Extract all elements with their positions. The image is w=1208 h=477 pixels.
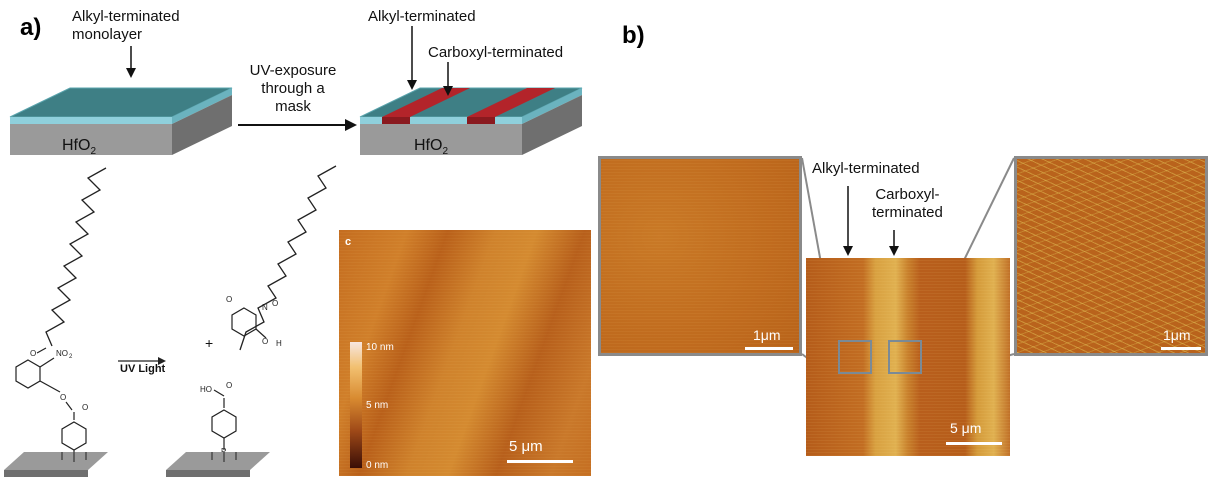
process-arrow-text: UV-exposure through a mask [243, 62, 343, 116]
label-pointer-arrowhead [126, 68, 136, 78]
svg-text:O: O [82, 403, 88, 412]
afm-c-scale-label: 5 μm [509, 438, 543, 455]
right-chem-substrate [166, 452, 270, 470]
monolayer-label-line1: Alkyl-terminated [72, 8, 180, 25]
monolayer-label-line2: monolayer [72, 26, 143, 43]
svg-text:O: O [226, 381, 232, 390]
afm-panel-letter: c [345, 236, 352, 248]
left-substrate-front [10, 124, 172, 155]
afm-c-scale-bar [507, 460, 573, 463]
right-substrate-side [522, 95, 582, 155]
monolayer-schematic [9, 26, 583, 155]
svg-text:O: O [272, 299, 278, 308]
carboxyl-stripe-2 [467, 88, 555, 117]
chemistry-scheme: O NO 2 O O O O P UV Light + O N O H O HO… [4, 165, 337, 477]
monolayer-label: Alkyl-terminated monolayer [72, 8, 180, 44]
arrow-text-line3: mask [275, 98, 311, 115]
arrow-text-line2: through a [261, 80, 325, 97]
colorbar-mid-label: 5 nm [366, 400, 389, 411]
center-scale-bar [946, 442, 1002, 445]
svg-text:N: N [262, 303, 268, 312]
left-zoom-scale-label: 1μm [753, 327, 781, 343]
svg-text:O: O [262, 337, 268, 346]
right-carboxyl-label: Carboxyl-terminated [428, 44, 564, 61]
afm-zoom-carboxyl: 1μm [1014, 156, 1208, 356]
label-carboxyl-terminated: Carboxyl- terminated [872, 186, 943, 222]
svg-text:O: O [60, 393, 66, 402]
afm-image-c: c 10 nm 5 nm 0 nm 5 μm [339, 230, 591, 476]
afm-center: 5 μm [806, 258, 1010, 456]
afm-zoom-alkyl: 1μm [598, 156, 802, 356]
right-nitroso-ring [231, 307, 257, 337]
right-zoom-scale-label: 1μm [1163, 327, 1191, 343]
right-alkyl-label: Alkyl-terminated [368, 8, 476, 25]
left-zoom-scale-bar [745, 347, 793, 350]
uv-light-label: UV Light [120, 363, 166, 375]
left-chem-substrate [4, 452, 108, 470]
no2-text: NO [56, 349, 68, 358]
right-zoom-scale-bar [1161, 347, 1201, 350]
reaction-plus: + [205, 335, 213, 351]
no2-subscript: 2 [69, 354, 73, 360]
left-benzoate-ring [61, 421, 87, 451]
right-substrate-label: HfO2 [414, 137, 449, 158]
right-substrate-front [360, 124, 522, 155]
zoom-box-carboxyl [888, 340, 922, 374]
left-monolayer-front [10, 117, 172, 124]
colorbar [350, 342, 362, 468]
carboxyl-line2: terminated [872, 204, 943, 221]
right-benzoic-ring [211, 409, 237, 439]
svg-text:P: P [221, 447, 226, 456]
carboxyl-line1: Carboxyl- [875, 186, 940, 203]
label-alkyl-terminated: Alkyl-terminated [812, 160, 920, 177]
panel-a-label: a) [20, 14, 42, 41]
aldehyde-h: H [276, 339, 282, 348]
colorbar-bottom-label: 0 nm [366, 460, 389, 471]
arrow-text-line1: UV-exposure [249, 62, 337, 79]
svg-text:O: O [30, 349, 36, 358]
left-substrate-label: HfO2 [62, 137, 97, 158]
ho-text: HO [200, 385, 212, 394]
process-arrowhead [345, 119, 357, 131]
right-alkyl-chain [239, 165, 337, 351]
left-benzene-ring [15, 359, 41, 389]
left-substrate-side [172, 95, 232, 155]
left-alkyl-chain [45, 167, 107, 347]
zoom-box-alkyl [838, 340, 872, 374]
colorbar-top-label: 10 nm [366, 342, 394, 353]
svg-text:O: O [226, 295, 232, 304]
center-scale-label: 5 μm [950, 420, 982, 436]
panel-b-label: b) [622, 22, 645, 49]
